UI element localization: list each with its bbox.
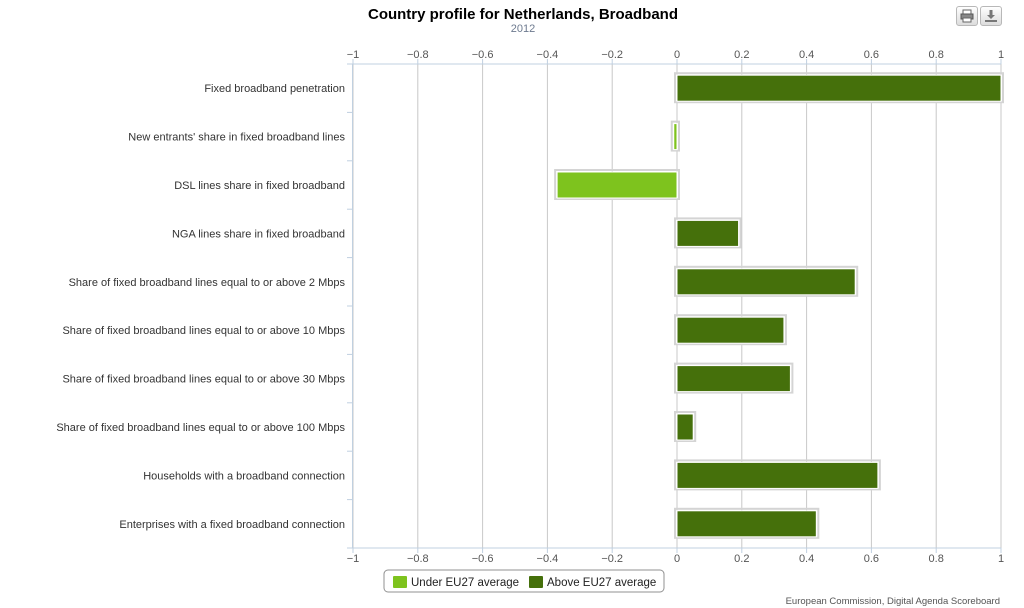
- legend-label-under: Under EU27 average: [411, 577, 519, 589]
- tick-label: −0.2: [601, 49, 623, 61]
- tick-label: 0.8: [929, 553, 944, 565]
- credits[interactable]: European Commission, Digital Agenda Scor…: [786, 596, 1000, 607]
- tick-label: 1: [998, 49, 1004, 61]
- tick-label: 0.8: [929, 49, 944, 61]
- bar-outline: [674, 72, 1004, 104]
- category-label: NGA lines share in fixed broadband: [172, 228, 345, 240]
- category-label: Share of fixed broadband lines equal to …: [69, 277, 346, 289]
- export-button[interactable]: [980, 6, 1002, 26]
- legend-label-above: Above EU27 average: [547, 577, 656, 589]
- legend-box: [383, 569, 665, 593]
- bar[interactable]: [676, 413, 694, 441]
- category-label: Enterprises with a fixed broadband conne…: [119, 519, 345, 531]
- bar-outline: [674, 217, 742, 249]
- print-button[interactable]: [956, 6, 978, 26]
- tick-label: 1: [998, 553, 1004, 565]
- bars: [554, 72, 1004, 539]
- bar[interactable]: [676, 365, 791, 393]
- legend-item-above[interactable]: Above EU27 average: [529, 576, 656, 589]
- tick-label: −1: [347, 49, 360, 61]
- category-label: Share of fixed broadband lines equal to …: [62, 374, 345, 386]
- bar-outline: [674, 411, 697, 442]
- tick-label: −0.8: [407, 553, 429, 565]
- bar-outline: [554, 169, 680, 200]
- category-labels: Fixed broadband penetration New entrants'…: [56, 83, 345, 531]
- category-label: Households with a broadband connection: [143, 470, 345, 482]
- legend-item-under[interactable]: Under EU27 average: [393, 576, 519, 589]
- category-label: Share of fixed broadband lines equal to …: [56, 422, 345, 434]
- chart-title: Country profile for Netherlands, Broadba…: [368, 6, 678, 23]
- bar[interactable]: [676, 510, 817, 538]
- tick-label: 0.6: [864, 49, 879, 61]
- bottom-tick-labels: −1 −0.8 −0.6 −0.4 −0.2 0 0.2 0.4 0.6 0.8 1: [347, 553, 1004, 565]
- tick-label: −0.4: [537, 49, 559, 61]
- bar[interactable]: [676, 268, 856, 296]
- bar[interactable]: [676, 219, 740, 247]
- bar[interactable]: [673, 123, 678, 151]
- tick-label: 0.4: [799, 553, 814, 565]
- tick-label: 0.4: [799, 49, 814, 61]
- legend-swatch-above: [529, 576, 543, 588]
- category-label: DSL lines share in fixed broadband: [174, 180, 345, 192]
- tick-label: 0.6: [864, 553, 879, 565]
- bar[interactable]: [556, 171, 678, 199]
- legend-swatch-under: [393, 576, 407, 588]
- bar[interactable]: [676, 316, 785, 344]
- tick-label: −0.6: [472, 553, 494, 565]
- tick-label: −0.2: [601, 553, 623, 565]
- legend[interactable]: Under EU27 average Above EU27 average: [383, 569, 665, 593]
- bar[interactable]: [676, 461, 879, 489]
- tick-label: 0.2: [734, 553, 749, 565]
- chart-subtitle: 2012: [511, 23, 535, 35]
- bar-outline: [674, 507, 820, 539]
- tick-label: −0.8: [407, 49, 429, 61]
- tick-label: −0.6: [472, 49, 494, 61]
- category-label: New entrants' share in fixed broadband l…: [128, 132, 345, 144]
- category-axis: [347, 63, 353, 549]
- printer-icon: [960, 9, 974, 23]
- tick-label: 0.2: [734, 49, 749, 61]
- bar-outline: [674, 265, 859, 297]
- bar[interactable]: [676, 74, 1002, 102]
- tick-label: 0: [674, 553, 680, 565]
- tick-label: −1: [347, 553, 360, 565]
- tick-label: −0.4: [537, 553, 559, 565]
- bar-outline: [674, 459, 881, 491]
- bar-outline: [670, 120, 681, 152]
- top-tick-labels: −1 −0.8 −0.6 −0.4 −0.2 0 0.2 0.4 0.6 0.8 1: [347, 49, 1004, 61]
- bar-outline: [674, 362, 794, 394]
- tick-label: 0: [674, 49, 680, 61]
- download-icon: [985, 10, 997, 22]
- bar-outline: [674, 314, 787, 346]
- category-label: Share of fixed broadband lines equal to …: [62, 325, 345, 337]
- category-label: Fixed broadband penetration: [204, 83, 345, 95]
